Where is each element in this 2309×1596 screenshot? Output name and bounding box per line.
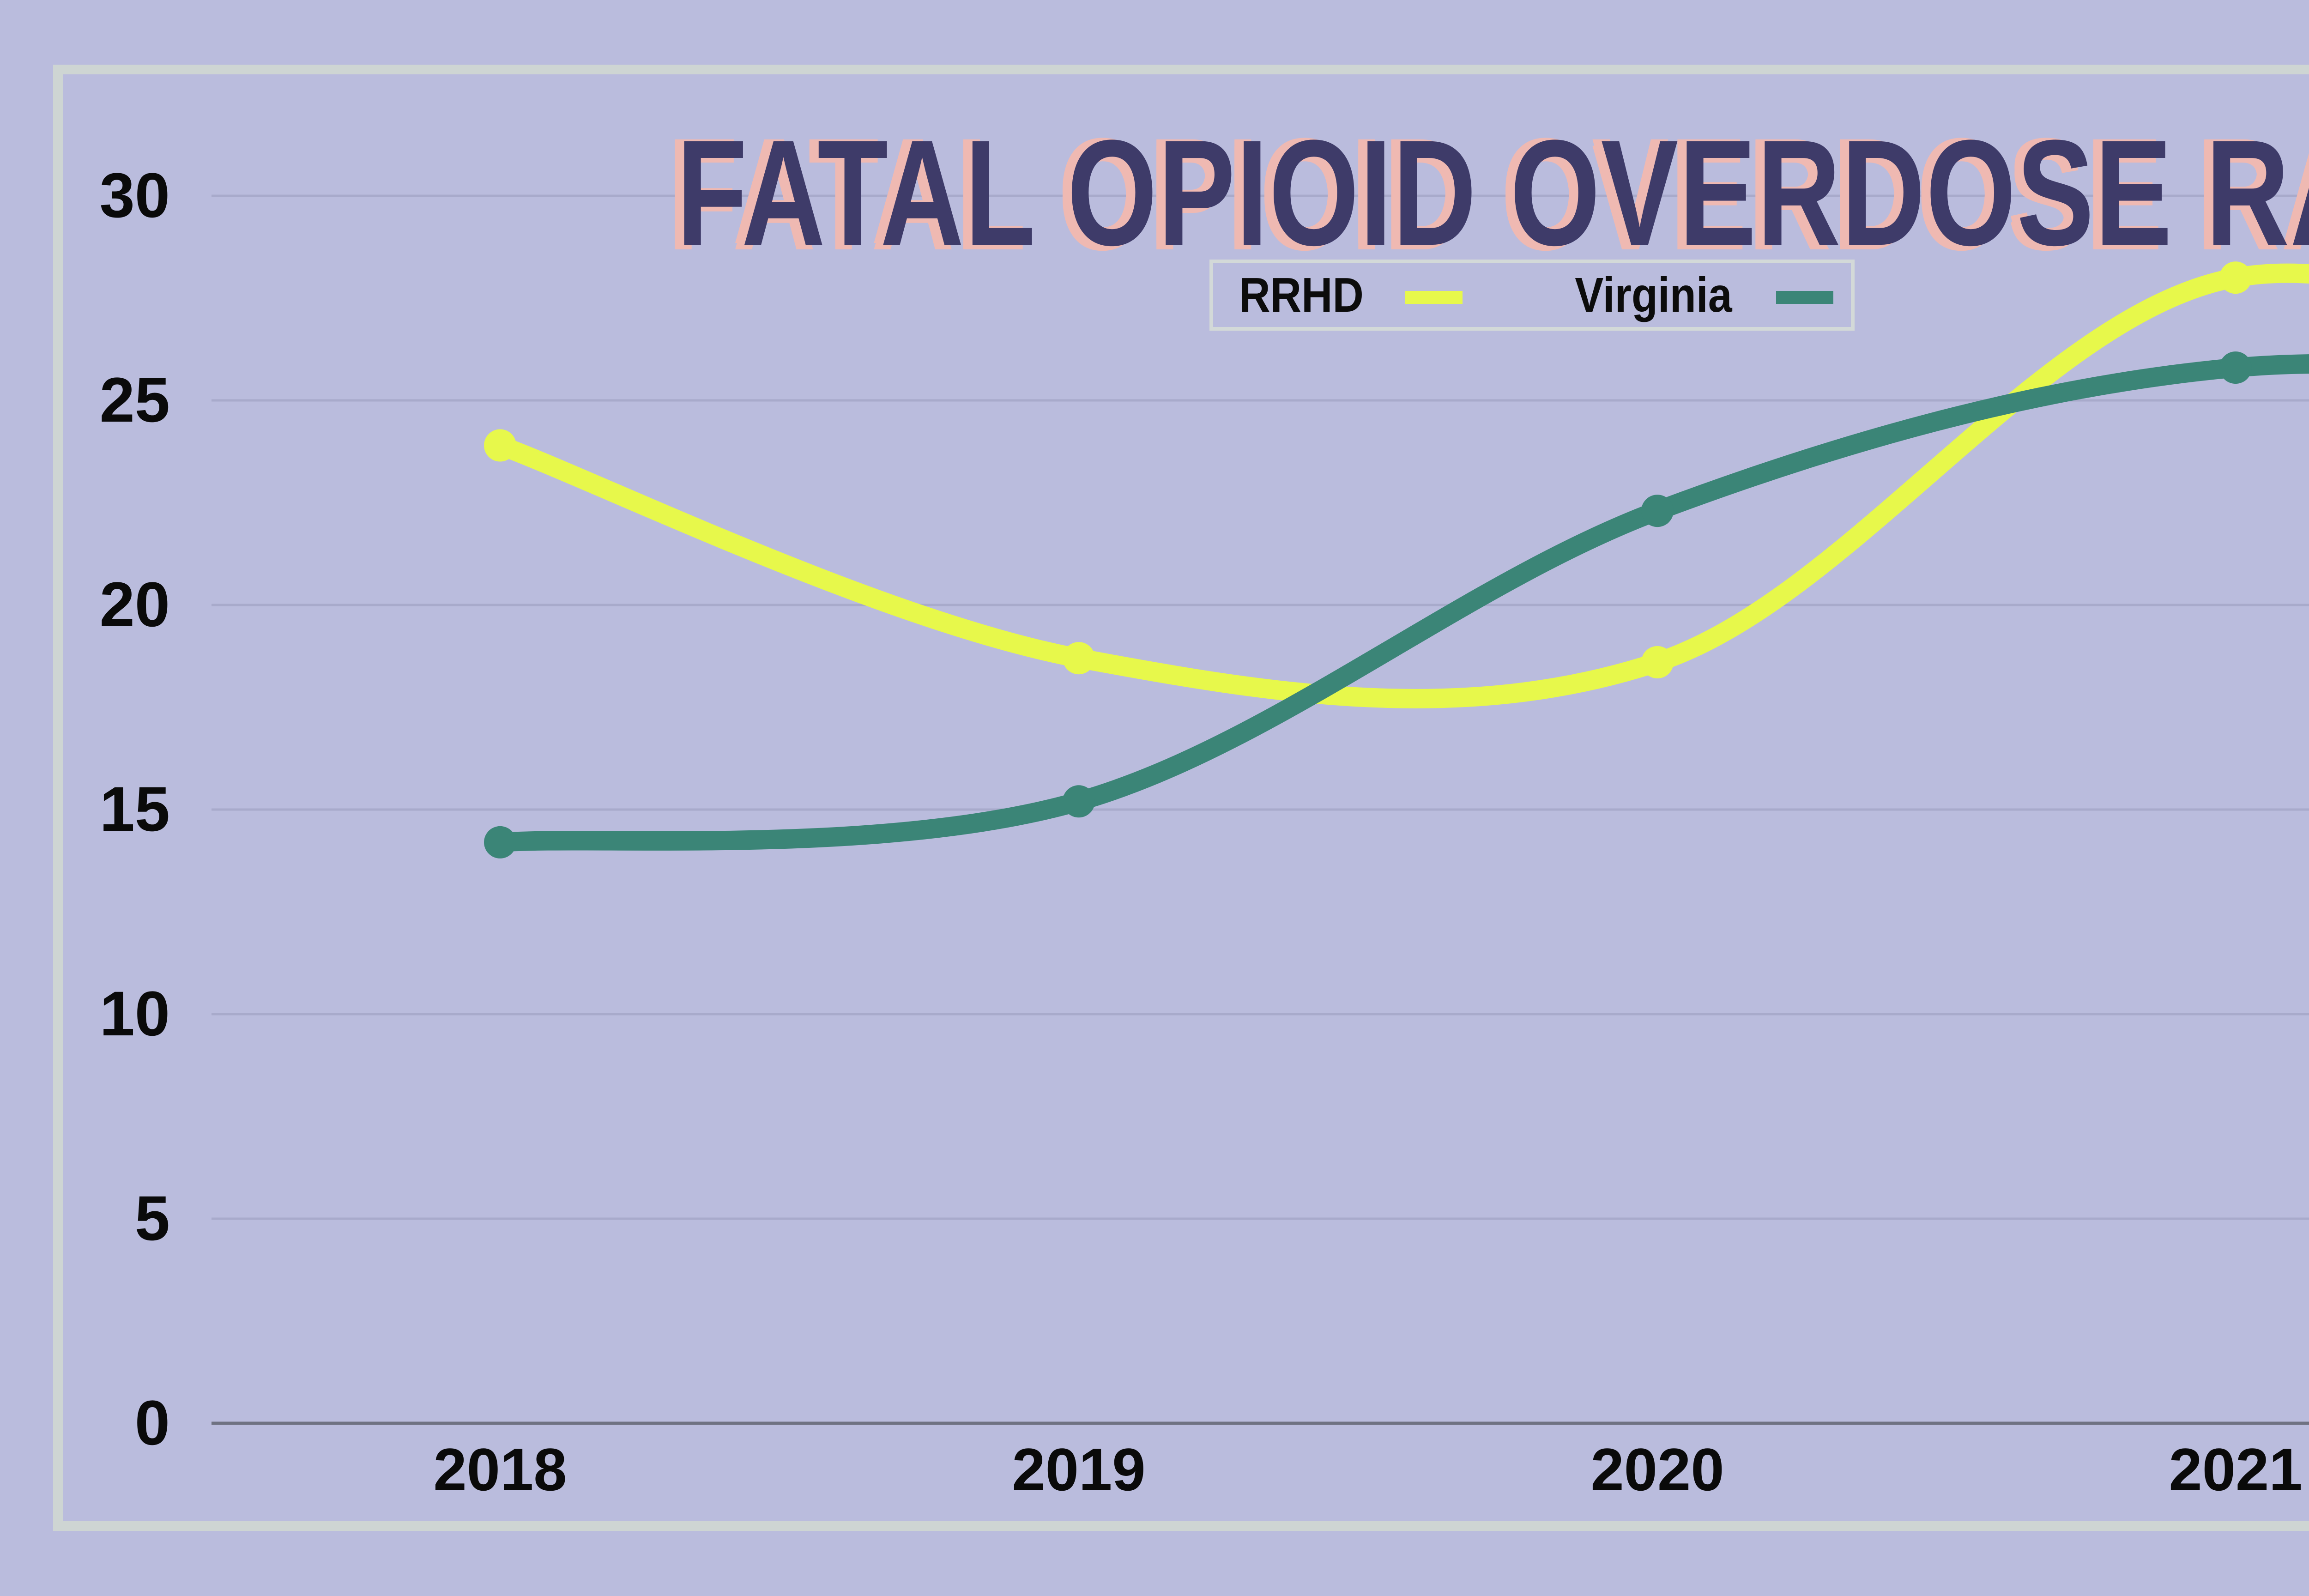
y-tick-label: 5	[134, 1183, 170, 1254]
y-tick-label: 30	[99, 160, 170, 231]
y-tick-label: 15	[99, 774, 170, 845]
data-point-rrhd[interactable]	[2219, 261, 2252, 294]
legend-swatch-virginia	[1776, 291, 1834, 304]
y-tick-label: 25	[99, 365, 170, 435]
chart-title: FATAL OPIOID OVERDOSE RATE	[0, 118, 2309, 268]
data-point-rrhd[interactable]	[484, 429, 516, 462]
data-point-rrhd[interactable]	[1641, 646, 1674, 678]
legend-label-rrhd: RRHD	[1239, 268, 1364, 322]
data-point-virginia[interactable]	[484, 826, 516, 858]
y-tick-label: 10	[99, 979, 170, 1049]
legend-swatch-rrhd	[1405, 291, 1463, 304]
data-point-virginia[interactable]	[2219, 351, 2252, 384]
x-tick-label: 2018	[433, 1436, 567, 1503]
legend-label-virginia: Virginia	[1575, 268, 1732, 322]
y-tick-label: 20	[99, 569, 170, 640]
legend-item-rrhd[interactable]: RRHD	[1231, 271, 1463, 320]
data-point-virginia[interactable]	[1641, 495, 1674, 527]
x-tick-label: 2021	[2169, 1436, 2303, 1503]
y-tick-label: 0	[134, 1388, 170, 1458]
series-line-rrhd[interactable]	[490, 263, 2309, 708]
x-tick-label: 2019	[1012, 1436, 1146, 1503]
x-tick-label: 2020	[1590, 1436, 1724, 1503]
plot-frame-border	[53, 65, 2309, 1531]
legend: RRHD Virginia	[1209, 260, 1855, 331]
legend-item-virginia[interactable]: Virginia	[1564, 268, 1834, 322]
data-point-rrhd[interactable]	[1063, 642, 1095, 675]
chart-title-text: FATAL OPIOID OVERDOSE RATE	[676, 109, 2309, 277]
data-point-virginia[interactable]	[1063, 785, 1095, 818]
